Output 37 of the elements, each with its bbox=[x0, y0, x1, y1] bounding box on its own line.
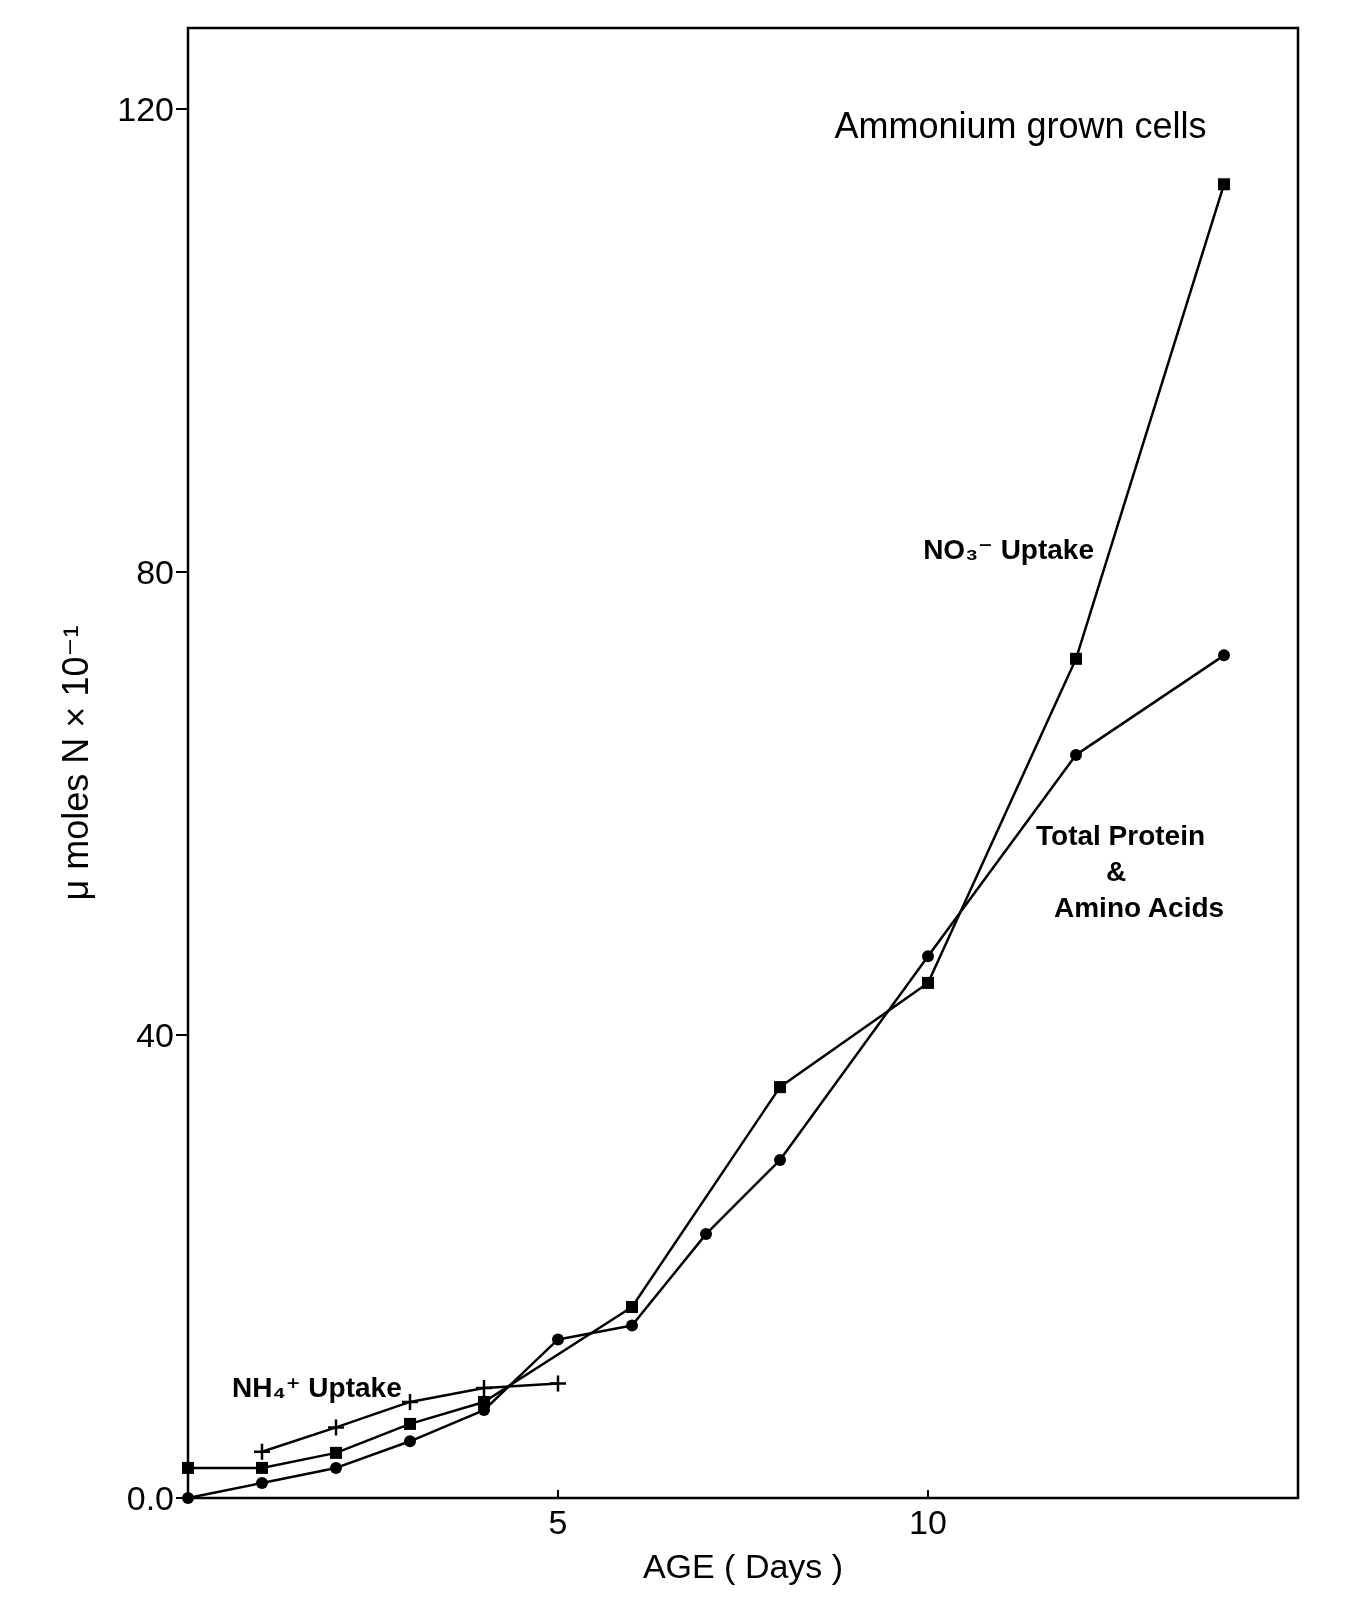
point bbox=[404, 1435, 416, 1448]
x-tick-label: 10 bbox=[909, 1503, 947, 1541]
point bbox=[552, 1333, 564, 1346]
point bbox=[922, 950, 934, 963]
point bbox=[1070, 652, 1082, 665]
point bbox=[922, 976, 934, 989]
point bbox=[256, 1461, 268, 1474]
y-tick-label: 120 bbox=[117, 89, 174, 128]
point bbox=[330, 1446, 342, 1459]
series-label: Total Protein & Amino Acids bbox=[1036, 819, 1225, 923]
point bbox=[182, 1461, 194, 1474]
point bbox=[252, 1442, 272, 1461]
point bbox=[548, 1374, 568, 1393]
point bbox=[330, 1461, 342, 1474]
point bbox=[1218, 178, 1230, 191]
series-label: NH₄⁺ Uptake bbox=[232, 1371, 402, 1403]
point bbox=[774, 1154, 786, 1167]
point bbox=[1070, 748, 1082, 761]
y-tick-label: 80 bbox=[136, 552, 174, 591]
point bbox=[256, 1476, 268, 1489]
y-axis-title: μ moles N × 10⁻¹ bbox=[55, 625, 96, 901]
point bbox=[700, 1228, 712, 1241]
y-tick-label: 40 bbox=[136, 1015, 174, 1054]
point bbox=[326, 1418, 346, 1437]
point bbox=[626, 1319, 638, 1332]
point bbox=[626, 1301, 638, 1314]
y-tick-label: 0.0 bbox=[126, 1478, 174, 1517]
point bbox=[400, 1392, 420, 1412]
x-tick-label: 5 bbox=[548, 1503, 568, 1541]
point bbox=[1218, 649, 1230, 662]
x-axis-title: AGE ( Days ) bbox=[642, 1547, 844, 1585]
point bbox=[404, 1417, 416, 1430]
point bbox=[474, 1378, 494, 1398]
point bbox=[774, 1081, 786, 1094]
text: Ammonium grown cells bbox=[834, 105, 1207, 146]
series-label: NO₃⁻ Uptake bbox=[923, 533, 1094, 565]
point bbox=[182, 1492, 194, 1504]
